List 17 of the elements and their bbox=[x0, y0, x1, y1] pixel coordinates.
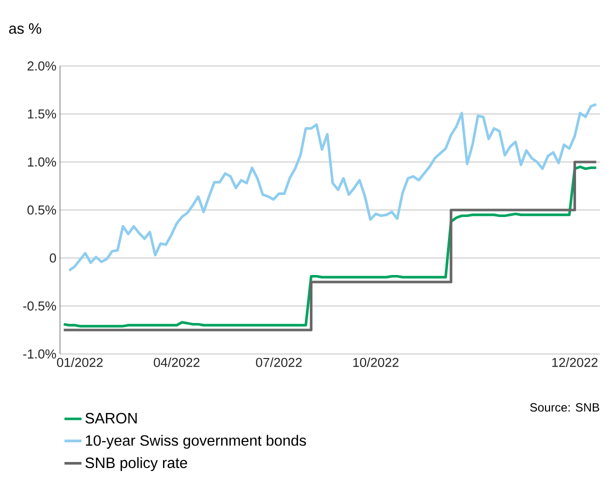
y-tick-label: 2.0% bbox=[28, 61, 56, 71]
y-tick-label: 1.0% bbox=[28, 157, 56, 167]
x-tick-label: 10/2022 bbox=[353, 358, 398, 368]
legend-label: SNB policy rate bbox=[85, 457, 188, 472]
y-tick-label: 0.5% bbox=[27, 205, 56, 215]
x-tick-label: 12/2022 bbox=[552, 358, 598, 368]
x-tick-label: 04/2022 bbox=[154, 358, 200, 368]
legend-label: SARON bbox=[85, 412, 137, 424]
legend-label: 10-year Swiss government bonds bbox=[86, 434, 306, 449]
y-tick-label: 0 bbox=[50, 253, 56, 263]
x-tick-label: 07/2022 bbox=[256, 358, 302, 368]
y-tick-label: -1.0% bbox=[23, 349, 56, 359]
y-tick-label: -0.5% bbox=[23, 301, 56, 311]
y-tick-label: 1.5% bbox=[28, 109, 56, 119]
source-note: Source: SNB bbox=[530, 403, 600, 412]
y-axis-title: as % bbox=[9, 23, 42, 34]
x-tick-label: 01/2022 bbox=[56, 358, 103, 368]
